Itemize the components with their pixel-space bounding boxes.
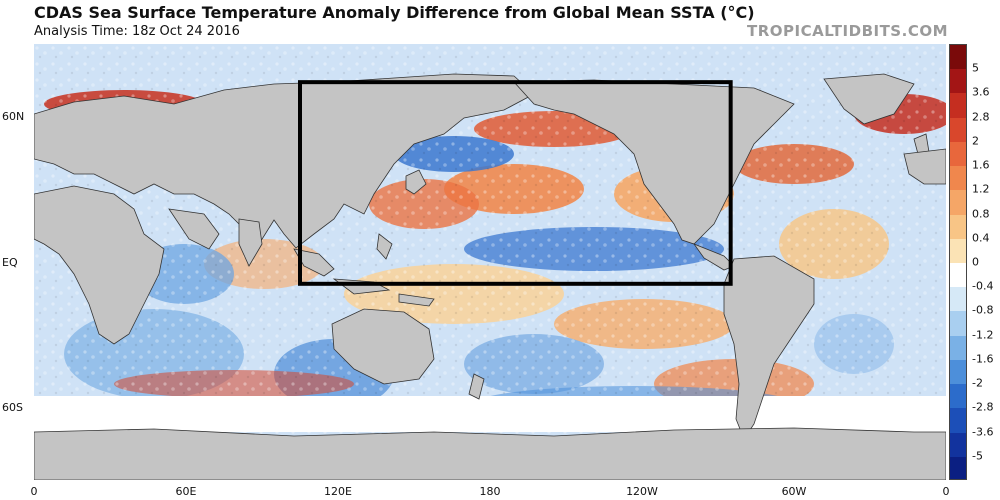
colorbar [949, 44, 967, 480]
europe-west [903, 148, 946, 185]
australia [331, 308, 435, 385]
colorbar-tick-label: -5 [972, 449, 983, 463]
malaysia [293, 248, 335, 277]
colorbar-segment [950, 190, 966, 216]
lon-label-120e: 120E [324, 485, 352, 498]
colorbar-segment [950, 93, 966, 119]
colorbar-tick-label: -1.6 [972, 352, 994, 366]
colorbar-tick-label: 2 [972, 134, 979, 148]
colorbar-segment [950, 335, 966, 361]
colorbar-tick-label: -0.4 [972, 279, 994, 293]
colorbar-segment [950, 238, 966, 264]
sea-ice-region [34, 396, 946, 432]
land-masses [34, 73, 946, 480]
new-guinea [398, 293, 435, 307]
colorbar-segment [950, 311, 966, 337]
lon-label-60w: 60W [781, 485, 807, 498]
sst-anomaly-map[interactable] [34, 44, 946, 480]
colorbar-tick-label: 1.6 [972, 158, 990, 172]
lat-label-eq: EQ [2, 256, 18, 269]
africa [34, 185, 165, 345]
colorbar-tick-label: -2 [972, 376, 983, 390]
greenland [823, 73, 915, 125]
colorbar-segment [950, 45, 966, 70]
brand-watermark: TROPICALTIDBITS.COM [747, 22, 948, 40]
highlight-box [298, 80, 733, 286]
north-america [513, 79, 795, 245]
japan [405, 169, 427, 195]
india [238, 218, 263, 267]
colorbar-segment [950, 408, 966, 434]
philippines [376, 233, 393, 260]
colorbar-tick-label: -1.2 [972, 328, 994, 342]
lat-label-60s: 60S [2, 401, 23, 414]
colorbar-segment [950, 214, 966, 240]
colorbar-segment [950, 69, 966, 94]
colorbar-segment [950, 456, 966, 479]
antarctica [34, 427, 946, 480]
colorbar-segment [950, 166, 966, 191]
colorbar-tick-label: 0 [972, 255, 979, 269]
colorbar-tick-label: 1.2 [972, 182, 990, 196]
colorbar-segment [950, 432, 966, 458]
arabia [168, 208, 220, 250]
colorbar-tick-label: 5 [972, 61, 979, 75]
colorbar-tick-label: 3.6 [972, 85, 990, 99]
colorbar-tick-label: -0.8 [972, 303, 994, 317]
colorbar-tick-label: 0.4 [972, 231, 990, 245]
colorbar-tick-label: 2.8 [972, 110, 990, 124]
lat-label-60n: 60N [2, 110, 25, 123]
lon-label-60e: 60E [175, 485, 197, 498]
colorbar-tick-label: -2.8 [972, 400, 994, 414]
colorbar-segment [950, 263, 966, 288]
lon-label-180: 180 [479, 485, 501, 498]
colorbar-tick-label: 0.8 [972, 207, 990, 221]
lon-label-0-east: 0 [942, 485, 950, 498]
colorbar-segment [950, 384, 966, 409]
colorbar-segment [950, 359, 966, 385]
colorbar-tick-label: -3.6 [972, 425, 994, 439]
lon-label-120w: 120W [626, 485, 658, 498]
new-zealand [468, 373, 485, 400]
analysis-time: Analysis Time: 18z Oct 24 2016 [34, 24, 240, 39]
colorbar-segment [950, 287, 966, 312]
colorbar-segment [950, 117, 966, 143]
lon-label-0: 0 [30, 485, 38, 498]
colorbar-segment [950, 141, 966, 167]
map-svg [34, 44, 946, 480]
chart-title: CDAS Sea Surface Temperature Anomaly Dif… [34, 3, 755, 22]
south-america [723, 255, 815, 440]
